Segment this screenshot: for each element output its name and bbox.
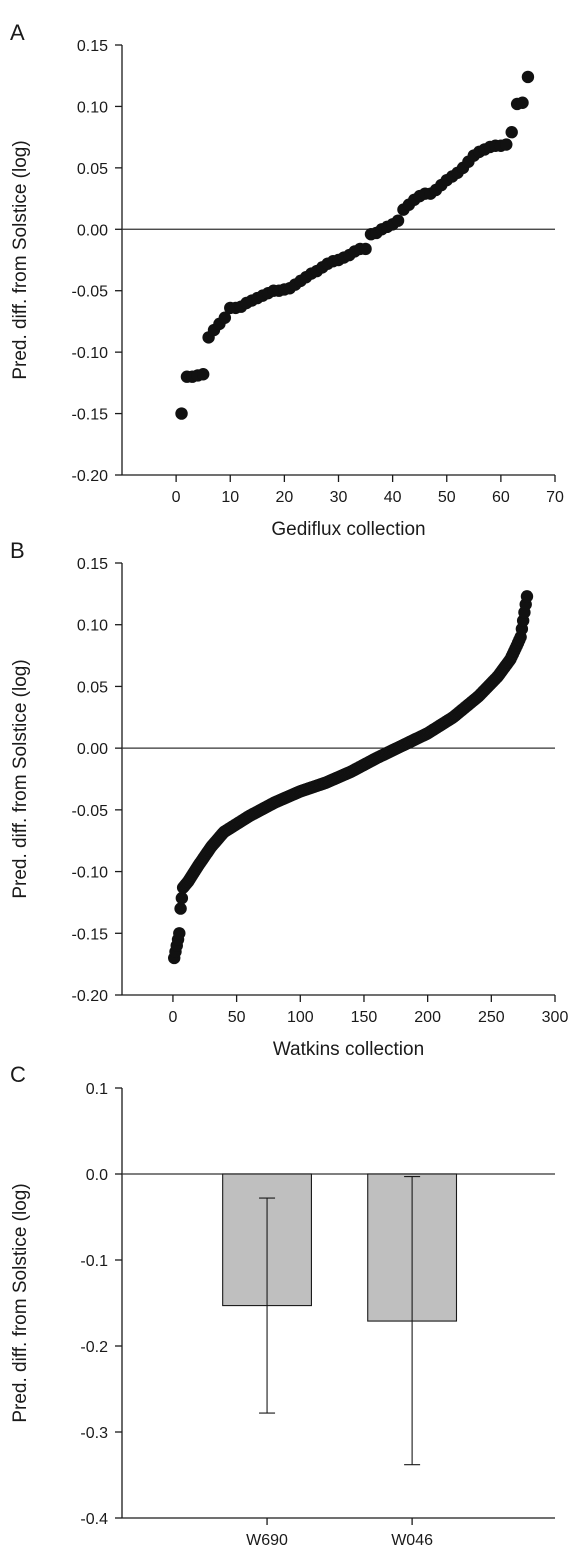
y-tick-label: 0.10: [77, 618, 108, 635]
data-point: [520, 590, 534, 603]
panel-c-label: C: [10, 1062, 26, 1087]
y-tick-label: -0.4: [80, 1511, 108, 1528]
panel-a-scatter-chart: A -0.20 -0.15 -0.10 -0.05 0.00 0.05 0.10 0.15 Pr…: [10, 20, 564, 540]
x-tick-label: 60: [492, 489, 510, 506]
data-point: [196, 368, 210, 381]
x-tick-label: 300: [542, 1009, 569, 1026]
y-axis-title: Pred. diff. from Solstice (log): [10, 140, 31, 379]
data-point: [175, 407, 188, 420]
data-point: [173, 927, 186, 940]
x-tick-label: 50: [438, 489, 456, 506]
x-tick-label: 40: [384, 489, 402, 506]
data-point: [521, 70, 535, 84]
y-tick-label: 0.05: [77, 679, 108, 696]
panel-c-bar-chart: C -0.4 -0.3 -0.2 -0.1 0.0 0.1 Pred. diff. from…: [10, 1062, 555, 1546]
x-tick-label: 250: [478, 1009, 505, 1026]
data-point: [505, 126, 518, 139]
y-tick-label: -0.20: [72, 468, 109, 485]
y-tick-label: 0.0: [86, 1167, 108, 1184]
x-axis-title: Watkins collection: [273, 1039, 424, 1060]
y-tick-label: 0.1: [86, 1081, 108, 1098]
data-point: [500, 138, 513, 151]
x-tick-label: 0: [168, 1009, 177, 1026]
x-tick-label: 0: [172, 489, 181, 506]
x-tick-label: 150: [351, 1009, 378, 1026]
panel-a-label: A: [10, 20, 25, 45]
data-point: [218, 311, 232, 324]
x-tick-label: 200: [414, 1009, 441, 1026]
panel-b-label: B: [10, 538, 25, 563]
data-point: [175, 891, 189, 905]
y-tick-label: -0.20: [72, 988, 109, 1005]
x-tick-label: 70: [546, 489, 564, 506]
y-tick-label: 0.00: [77, 222, 108, 239]
x-tick-label: 30: [330, 489, 348, 506]
y-tick-label: 0.15: [77, 556, 108, 573]
x-tick-label: 10: [221, 489, 239, 506]
y-tick-label: -0.3: [80, 1425, 108, 1442]
data-point: [359, 242, 372, 256]
y-tick-label: -0.05: [72, 284, 109, 301]
category-label: W690: [246, 1532, 288, 1546]
y-tick-label: 0.15: [77, 38, 108, 55]
y-tick-label: -0.05: [72, 803, 109, 820]
y-tick-label: 0.05: [77, 161, 108, 178]
x-tick-label: 50: [228, 1009, 246, 1026]
data-point: [391, 214, 405, 227]
y-tick-label: 0.10: [77, 99, 108, 116]
y-axis-title: Pred. diff. from Solstice (log): [10, 659, 31, 898]
data-point: [516, 96, 529, 109]
x-tick-label: 20: [275, 489, 293, 506]
y-tick-label: -0.10: [72, 345, 109, 362]
y-tick-label: -0.2: [80, 1339, 108, 1356]
y-tick-label: -0.1: [80, 1253, 108, 1270]
category-label: W046: [391, 1532, 433, 1546]
x-axis-title: Gediflux collection: [271, 519, 425, 540]
data-point: [174, 902, 187, 915]
x-tick-label: 100: [287, 1009, 314, 1026]
y-axis-title: Pred. diff. from Solstice (log): [10, 1183, 31, 1422]
panel-b-scatter-chart: B -0.20 -0.15 -0.10 -0.05 0.00 0.05 0.10 0.15 Pr…: [10, 538, 568, 1060]
y-tick-label: 0.00: [77, 741, 108, 758]
y-tick-label: -0.10: [72, 865, 109, 882]
y-tick-label: -0.15: [72, 407, 109, 424]
y-tick-label: -0.15: [72, 926, 109, 943]
